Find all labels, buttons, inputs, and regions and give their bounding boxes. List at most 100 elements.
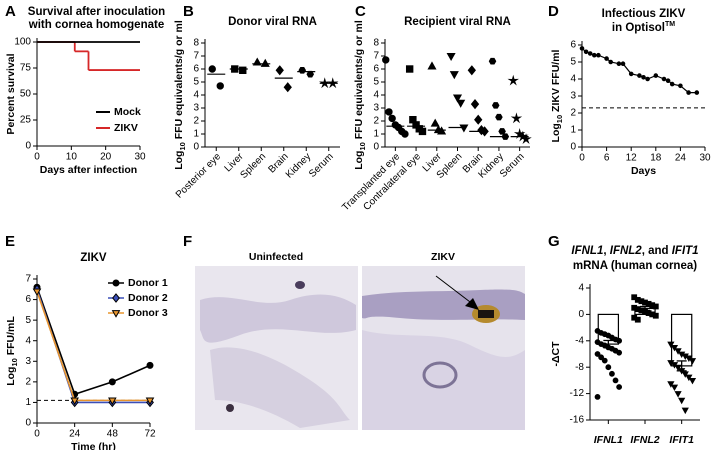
marker: [208, 65, 216, 73]
marker: [510, 112, 523, 124]
chart-title: with cornea homogenate: [28, 19, 164, 31]
marker: [637, 73, 642, 78]
marker: [694, 90, 700, 95]
x-tick-label: IFNL2: [630, 434, 659, 446]
marker: [145, 397, 155, 406]
y-tick-label: 2: [193, 116, 199, 127]
title-part: mRNA (human cornea): [573, 260, 697, 272]
label-part: 10: [178, 142, 187, 150]
y-tick-label: 100: [14, 37, 31, 48]
tissue: [210, 347, 350, 428]
marker: [609, 370, 615, 377]
label-part: FFU equivalents/g or ml: [173, 20, 185, 142]
y-tick-label: 5: [25, 315, 31, 326]
label-part: FFU equivalents/g or ml: [353, 20, 365, 142]
marker: [298, 67, 307, 74]
title-part: Infectious ZIKV: [602, 8, 686, 20]
y-tick-label: 6: [25, 294, 31, 305]
marker: [507, 74, 519, 86]
marker: [628, 71, 634, 77]
x-tick-label: Spleen: [238, 151, 268, 181]
y-tick-label: -12: [570, 388, 585, 399]
marker: [669, 81, 675, 87]
title-part: with cornea homogenate: [28, 19, 164, 31]
marker: [686, 90, 691, 95]
marker: [470, 98, 480, 110]
label-part: Percent survival: [5, 53, 17, 134]
y-tick-label: 3: [193, 103, 199, 114]
marker: [385, 108, 393, 116]
marker: [467, 65, 476, 76]
x-tick-label: Kidney: [284, 151, 313, 180]
legend-label: Donor 1: [128, 277, 168, 289]
marker: [598, 354, 605, 361]
marker: [620, 61, 626, 67]
y-tick-label: 5: [570, 57, 576, 68]
marker: [616, 349, 623, 356]
title-part: IFIT1: [672, 245, 699, 257]
label-part: Log: [173, 151, 185, 170]
y-tick-label: -8: [575, 362, 584, 373]
y-tick-label: 3: [373, 103, 379, 114]
y-tick-label: -16: [570, 415, 585, 426]
x-tick-label: 10: [66, 152, 78, 163]
marker: [474, 114, 483, 125]
marker: [216, 82, 224, 90]
title-part: TM: [665, 21, 675, 28]
x-tick-label: 6: [604, 153, 610, 164]
marker: [601, 357, 608, 364]
cell-nucleus: [226, 404, 234, 412]
y-axis-label: -ΔCT: [550, 341, 562, 367]
y-tick-label: 2: [25, 376, 31, 387]
marker: [449, 71, 459, 80]
marker: [459, 124, 469, 133]
marker: [652, 303, 659, 310]
marker: [456, 99, 466, 108]
micrograph-label: ZIKV: [431, 251, 455, 263]
marker: [688, 377, 697, 385]
marker: [670, 344, 679, 352]
panel-letter: F: [183, 233, 192, 250]
label-part: ZIKV FFU/ml: [550, 49, 562, 114]
y-tick-label: 0: [25, 141, 31, 152]
y-tick-label: 4: [25, 335, 31, 346]
title-part: ZIKV: [80, 252, 107, 264]
marker: [674, 364, 682, 372]
marker: [112, 293, 120, 303]
marker: [520, 133, 532, 145]
marker: [688, 358, 697, 365]
marker: [418, 127, 427, 136]
label-part: 10: [358, 142, 367, 150]
y-tick-label: 6: [193, 64, 199, 75]
x-tick-label: 0: [34, 152, 40, 163]
y-tick-label: 4: [570, 74, 576, 85]
marker: [111, 310, 121, 318]
marker: [108, 378, 116, 386]
y-tick-label: 1: [193, 129, 199, 140]
x-tick-label: 24: [69, 429, 81, 440]
x-axis-label: Days: [631, 165, 656, 177]
label-part: Log: [550, 123, 562, 142]
y-tick-label: 0: [193, 142, 199, 153]
marker: [674, 391, 682, 398]
marker: [641, 75, 646, 80]
y-axis-label: Percent survival: [5, 53, 17, 134]
tissue: [200, 294, 356, 343]
marker: [306, 70, 315, 78]
marker: [405, 65, 414, 73]
y-tick-label: 4: [193, 90, 199, 101]
y-tick-label: 0: [373, 142, 379, 153]
y-tick-label: 8: [373, 38, 379, 49]
epithelium: [362, 289, 525, 320]
y-tick-label: 8: [193, 38, 199, 49]
marker: [612, 377, 619, 384]
label-part: FFU/mL: [5, 316, 17, 359]
x-tick-label: 72: [144, 429, 156, 440]
x-tick-label: 20: [100, 152, 112, 163]
marker: [634, 316, 641, 323]
marker: [382, 56, 390, 64]
marker: [652, 312, 659, 319]
title-part: Donor viral RNA: [228, 16, 317, 28]
marker: [605, 364, 612, 371]
